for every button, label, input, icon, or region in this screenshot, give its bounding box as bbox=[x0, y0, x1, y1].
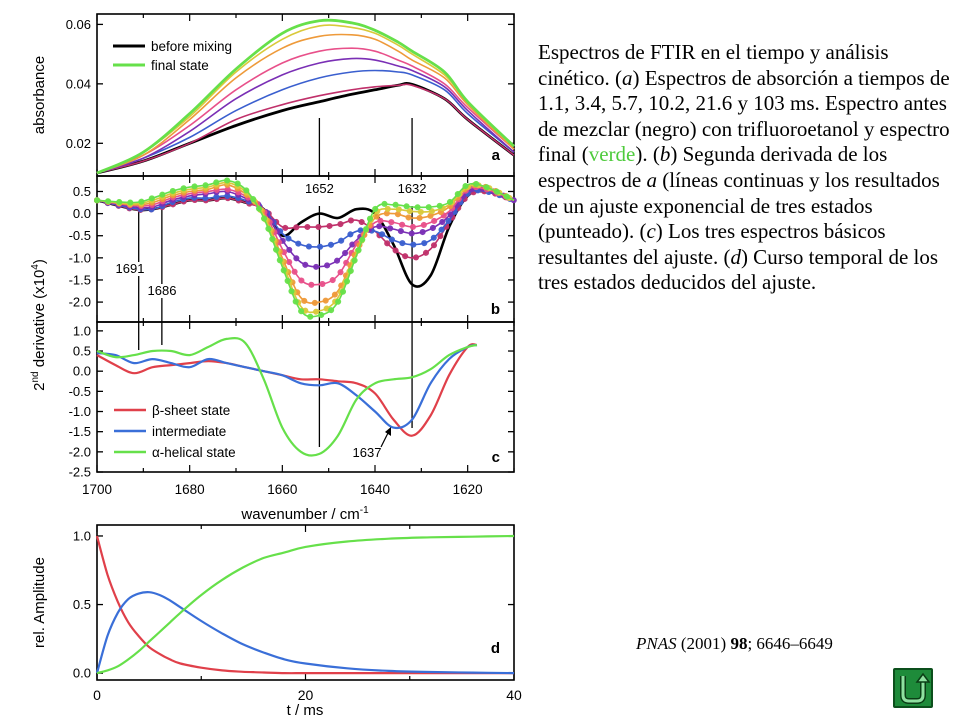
x-tick-label: 0 bbox=[93, 687, 101, 703]
panel-a-absorbance-spectra: 0.06 0.04 0.02 before mixing final state a abs… bbox=[31, 13, 515, 177]
y-tick-label: 0.0 bbox=[73, 364, 91, 379]
citation-journal: PNAS bbox=[636, 634, 677, 653]
y-tick-label: 0.5 bbox=[73, 597, 91, 612]
annotation-1632: 1632 bbox=[398, 181, 427, 196]
y-axis-label: 2nd derivative (x104) bbox=[30, 259, 48, 391]
legend-label: intermediate bbox=[152, 424, 226, 439]
x-tick-label: 1660 bbox=[267, 482, 297, 497]
series-line-3 bbox=[96, 57, 515, 174]
panel-frame bbox=[96, 524, 515, 681]
y-tick-label: 0.02 bbox=[66, 136, 91, 151]
legend-label: before mixing bbox=[151, 39, 232, 54]
x-tick-label: 1620 bbox=[453, 482, 483, 497]
series-line-1 bbox=[96, 83, 515, 174]
series-line-final-state bbox=[96, 18, 515, 175]
series-line--helical-state bbox=[96, 534, 515, 675]
y-tick-label: 0.04 bbox=[66, 76, 91, 91]
y-tick-label: 0.5 bbox=[73, 344, 91, 359]
legend-label: α-helical state bbox=[152, 445, 236, 460]
y-tick-label: -0.5 bbox=[69, 384, 91, 399]
fit-dots-6 bbox=[94, 179, 517, 316]
series-line-4 bbox=[96, 47, 515, 174]
annotation-1652: 1652 bbox=[305, 181, 334, 196]
series-line--sheet-state bbox=[95, 535, 514, 675]
fit-dots-1 bbox=[94, 188, 517, 261]
citation-year: (2001) bbox=[680, 634, 727, 653]
y-tick-label: 0.06 bbox=[66, 17, 91, 32]
annotation-bg bbox=[144, 284, 180, 298]
x-tick-label: 40 bbox=[506, 687, 522, 703]
legend-label: β-sheet state bbox=[152, 403, 230, 418]
series-line--helical-state bbox=[96, 337, 478, 457]
annotation-arrow-head bbox=[385, 427, 391, 436]
citation: PNAS (2001) 98; 6646–6649 bbox=[636, 634, 833, 654]
y-tick-label: 1.0 bbox=[73, 528, 91, 543]
fit-dots-2 bbox=[94, 187, 517, 250]
y-tick-label: -2.0 bbox=[69, 295, 91, 310]
x-axis-label: wavenumber / cm-1 bbox=[240, 505, 369, 523]
y-tick-label: -1.5 bbox=[69, 424, 91, 439]
series-line-6 bbox=[96, 24, 515, 174]
y-axis-label: rel. Amplitude bbox=[31, 557, 48, 648]
panel-frame bbox=[96, 321, 515, 473]
fit-dots-4 bbox=[94, 184, 517, 288]
figure-caption: Espectros de FTIR en el tiempo y análisi… bbox=[538, 40, 950, 295]
annotation-bg bbox=[112, 262, 148, 276]
annotation-bg bbox=[301, 182, 338, 196]
x-tick-label: 20 bbox=[298, 687, 314, 703]
y-axis-label: absorbance bbox=[31, 56, 48, 134]
annotation-1637: 1637 bbox=[353, 445, 382, 460]
return-button[interactable] bbox=[893, 668, 933, 708]
fit-dots-5 bbox=[94, 181, 517, 307]
fit-dots-7 bbox=[94, 177, 517, 320]
panel-label: c bbox=[492, 449, 500, 466]
panel-label: a bbox=[492, 147, 501, 164]
x-tick-label: 1700 bbox=[82, 482, 112, 497]
panel-label: b bbox=[491, 301, 500, 318]
y-tick-label: 1.0 bbox=[73, 323, 91, 338]
x-tick-label: 1640 bbox=[360, 482, 390, 497]
y-tick-label: -1.0 bbox=[69, 250, 91, 265]
y-tick-label: 0.5 bbox=[73, 184, 91, 199]
y-tick-label: 0.0 bbox=[73, 666, 91, 681]
citation-volume: 98 bbox=[730, 634, 748, 653]
series-line-intermediate bbox=[96, 343, 478, 430]
annotation-1691: 1691 bbox=[116, 261, 145, 276]
u-turn-back-icon bbox=[900, 672, 931, 704]
y-tick-label: -0.5 bbox=[69, 228, 91, 243]
series-line-5 bbox=[96, 33, 515, 174]
panel-label: d bbox=[491, 640, 500, 657]
annotation-bg bbox=[394, 182, 431, 196]
y-tick-label: -2.5 bbox=[69, 465, 91, 480]
y-tick-label: -1.5 bbox=[69, 272, 91, 287]
ftir-figure: 0.06 0.04 0.02 before mixing final state a abs… bbox=[30, 13, 522, 719]
series-line-2 bbox=[96, 69, 515, 174]
citation-pages: ; 6646–6649 bbox=[747, 634, 833, 653]
y-tick-label: 0.0 bbox=[73, 206, 91, 221]
x-tick-label: 1680 bbox=[175, 482, 205, 497]
panel-c-basis-spectra: 1700 1680 1660 1640 1620 1.0 0.5 0.0 -0.5 -1.0 -1.… bbox=[30, 259, 515, 523]
y-tick-label: -1.0 bbox=[69, 404, 91, 419]
series-line-3 bbox=[96, 187, 515, 268]
annotation-1686: 1686 bbox=[148, 283, 177, 298]
y-tick-label: -2.0 bbox=[69, 444, 91, 459]
panel-d-time-course: 0 20 40 1.0 0.5 0.0 d t / ms rel. Amplitude bbox=[31, 524, 522, 719]
series-line-intermediate bbox=[95, 591, 515, 675]
series-line--sheet-state bbox=[96, 343, 478, 437]
x-axis-label: t / ms bbox=[287, 702, 324, 719]
legend-label: final state bbox=[151, 58, 209, 73]
